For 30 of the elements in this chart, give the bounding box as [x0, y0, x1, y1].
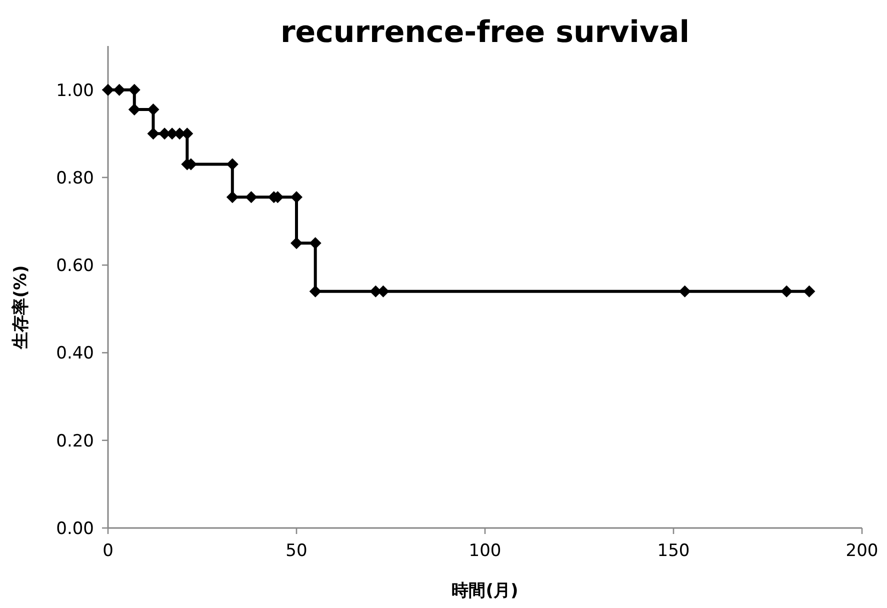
x-tick-label: 200	[846, 541, 878, 561]
point	[113, 84, 126, 96]
y-tick-label: 0.00	[56, 519, 94, 539]
point	[290, 191, 302, 204]
point	[309, 237, 322, 250]
x-axis-title: 時間(月)	[452, 581, 518, 601]
y-tick-label: 0.80	[56, 168, 94, 188]
point	[780, 285, 793, 298]
point	[128, 84, 140, 96]
point	[803, 285, 816, 298]
point	[290, 237, 302, 250]
chart-title: recurrence-free survival	[280, 15, 690, 50]
point	[226, 158, 238, 170]
point	[309, 285, 322, 298]
point	[128, 104, 140, 116]
y-tick-label: 1.00	[56, 80, 94, 101]
x-tick-label: 50	[286, 541, 308, 561]
y-axis-title: 生存率(%)	[11, 265, 31, 350]
point	[245, 191, 258, 204]
x-tick-label: 0	[102, 541, 114, 561]
point	[226, 191, 238, 204]
y-tick-label: 0.60	[56, 256, 94, 276]
point	[147, 104, 160, 116]
x-tick-label: 150	[657, 541, 690, 561]
y-tick-label: 0.40	[56, 344, 94, 364]
point	[147, 128, 160, 140]
y-tick-label: 0.20	[56, 431, 94, 452]
point	[678, 285, 691, 298]
point	[102, 84, 114, 96]
x-tick-label: 100	[468, 541, 502, 561]
